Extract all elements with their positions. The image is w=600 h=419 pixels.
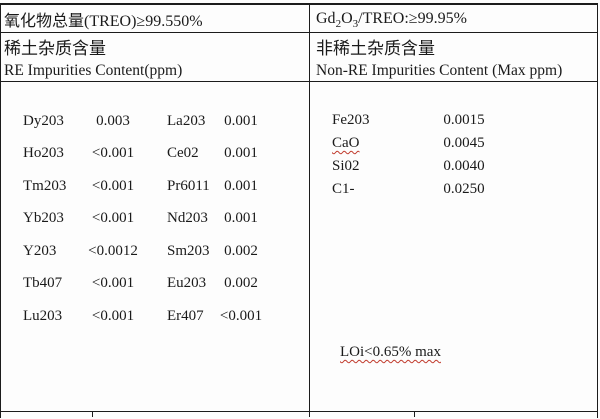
non-re-impurity-element: Si02: [332, 158, 360, 174]
re-impurity-element: Er407: [167, 307, 204, 324]
re-impurity-value: <0.001: [91, 145, 135, 162]
re-impurity-value: <0.001: [219, 307, 263, 324]
re-impurity-element: Ho203: [23, 145, 64, 162]
non-re-impurities-header-cn: 非稀土杂质含量: [316, 39, 435, 58]
data-row: Dy203 0.003 La203 0.001 Ho203 <0.001 Ce0…: [1, 82, 597, 412]
table-row: C1- 0.0250: [310, 178, 597, 201]
non-re-impurities-header-en: Non-RE Impurities Content (Max ppm): [316, 62, 563, 79]
table-row: Yb203 <0.001 Nd203 0.001: [1, 203, 309, 236]
table-row: Tb407 <0.001 Eu203 0.002: [1, 268, 309, 301]
non-re-impurity-element: CaO: [332, 135, 360, 151]
re-impurity-element: Lu203: [23, 307, 63, 324]
re-impurity-value: 0.001: [224, 210, 258, 227]
re-impurity-element: Sm203: [167, 242, 210, 259]
sliver-cell: [1, 412, 93, 417]
table-row: Ho203 <0.001 Ce02 0.001: [1, 138, 309, 171]
re-impurity-value: <0.001: [91, 307, 135, 324]
re-impurity-element: Yb203: [23, 210, 64, 227]
analysis-table: 氧化物总量(TREO)≥99.550% Gd2O3/TREO:≥99.95% 稀…: [0, 3, 598, 418]
re-impurity-element: Pr6011: [167, 177, 210, 194]
re-impurity-element: Dy203: [23, 112, 64, 129]
re-impurity-element: Ce02: [167, 145, 199, 162]
re-impurity-value: 0.001: [224, 145, 258, 162]
table-row: Fe203 0.0015: [310, 109, 597, 132]
table-row: Si02 0.0040: [310, 155, 597, 178]
re-impurity-value: 0.002: [224, 242, 258, 259]
next-row-cells: [1, 412, 415, 417]
table-row: Tm203 <0.001 Pr6011 0.001: [1, 170, 309, 203]
loss-on-ignition-note: LOi<0.65% max: [340, 344, 441, 360]
sliver-cell: [93, 412, 310, 417]
re-impurity-value: <0.001: [91, 275, 135, 292]
re-impurity-element: Eu203: [167, 275, 207, 292]
non-re-impurity-element: Fe203: [332, 112, 370, 128]
re-impurity-value: <0.0012: [88, 242, 138, 259]
table-row: CaO 0.0045: [310, 132, 597, 155]
sliver-cell: [310, 412, 415, 417]
gd2o3-purity-text: Gd2O3/TREO:≥99.95%: [316, 9, 467, 30]
non-re-impurities-data: Fe203 0.0015 CaO 0.0045 Si02 0.0040 C1- …: [310, 82, 597, 411]
re-impurity-value: 0.002: [224, 275, 258, 292]
table-row: Lu203 <0.001 Er407 <0.001: [1, 300, 309, 333]
re-impurity-element: Tb407: [23, 275, 63, 292]
non-re-impurity-value: 0.0015: [443, 112, 485, 128]
treo-total-title: 氧化物总量(TREO)≥99.550%: [1, 5, 310, 32]
non-re-impurity-value: 0.0040: [443, 158, 485, 174]
gd2o3-purity-title: Gd2O3/TREO:≥99.95%: [310, 5, 597, 32]
purity-title-row: 氧化物总量(TREO)≥99.550% Gd2O3/TREO:≥99.95%: [1, 5, 597, 33]
next-row-sliver: [1, 412, 597, 417]
re-impurity-value: 0.003: [96, 112, 130, 129]
re-impurity-element: Y203: [23, 242, 57, 259]
non-re-impurities-header: 非稀土杂质含量 Non-RE Impurities Content (Max p…: [310, 33, 597, 81]
re-impurities-data: Dy203 0.003 La203 0.001 Ho203 <0.001 Ce0…: [1, 82, 310, 411]
non-re-impurity-value: 0.0045: [443, 135, 485, 151]
re-impurities-header-cn: 稀土杂质含量: [4, 39, 106, 58]
re-impurity-value: <0.001: [91, 210, 135, 227]
re-impurity-element: Tm203: [23, 177, 67, 194]
table-row: Y203 <0.0012 Sm203 0.002: [1, 235, 309, 268]
treo-total-text: 氧化物总量(TREO)≥99.550%: [4, 12, 203, 30]
re-impurities-header: 稀土杂质含量 RE Impurities Content(ppm): [1, 33, 310, 81]
re-impurities-header-en: RE Impurities Content(ppm): [4, 62, 183, 79]
table-row: Dy203 0.003 La203 0.001: [1, 105, 309, 138]
re-impurity-value: <0.001: [91, 177, 135, 194]
non-re-impurity-element: C1-: [332, 181, 355, 197]
section-header-row: 稀土杂质含量 RE Impurities Content(ppm) 非稀土杂质含…: [1, 33, 597, 82]
non-re-impurity-value: 0.0250: [443, 181, 485, 197]
re-impurity-element: La203: [167, 112, 206, 129]
re-impurity-value: 0.001: [224, 112, 258, 129]
re-impurity-value: 0.001: [224, 177, 258, 194]
re-impurity-element: Nd203: [167, 210, 208, 227]
